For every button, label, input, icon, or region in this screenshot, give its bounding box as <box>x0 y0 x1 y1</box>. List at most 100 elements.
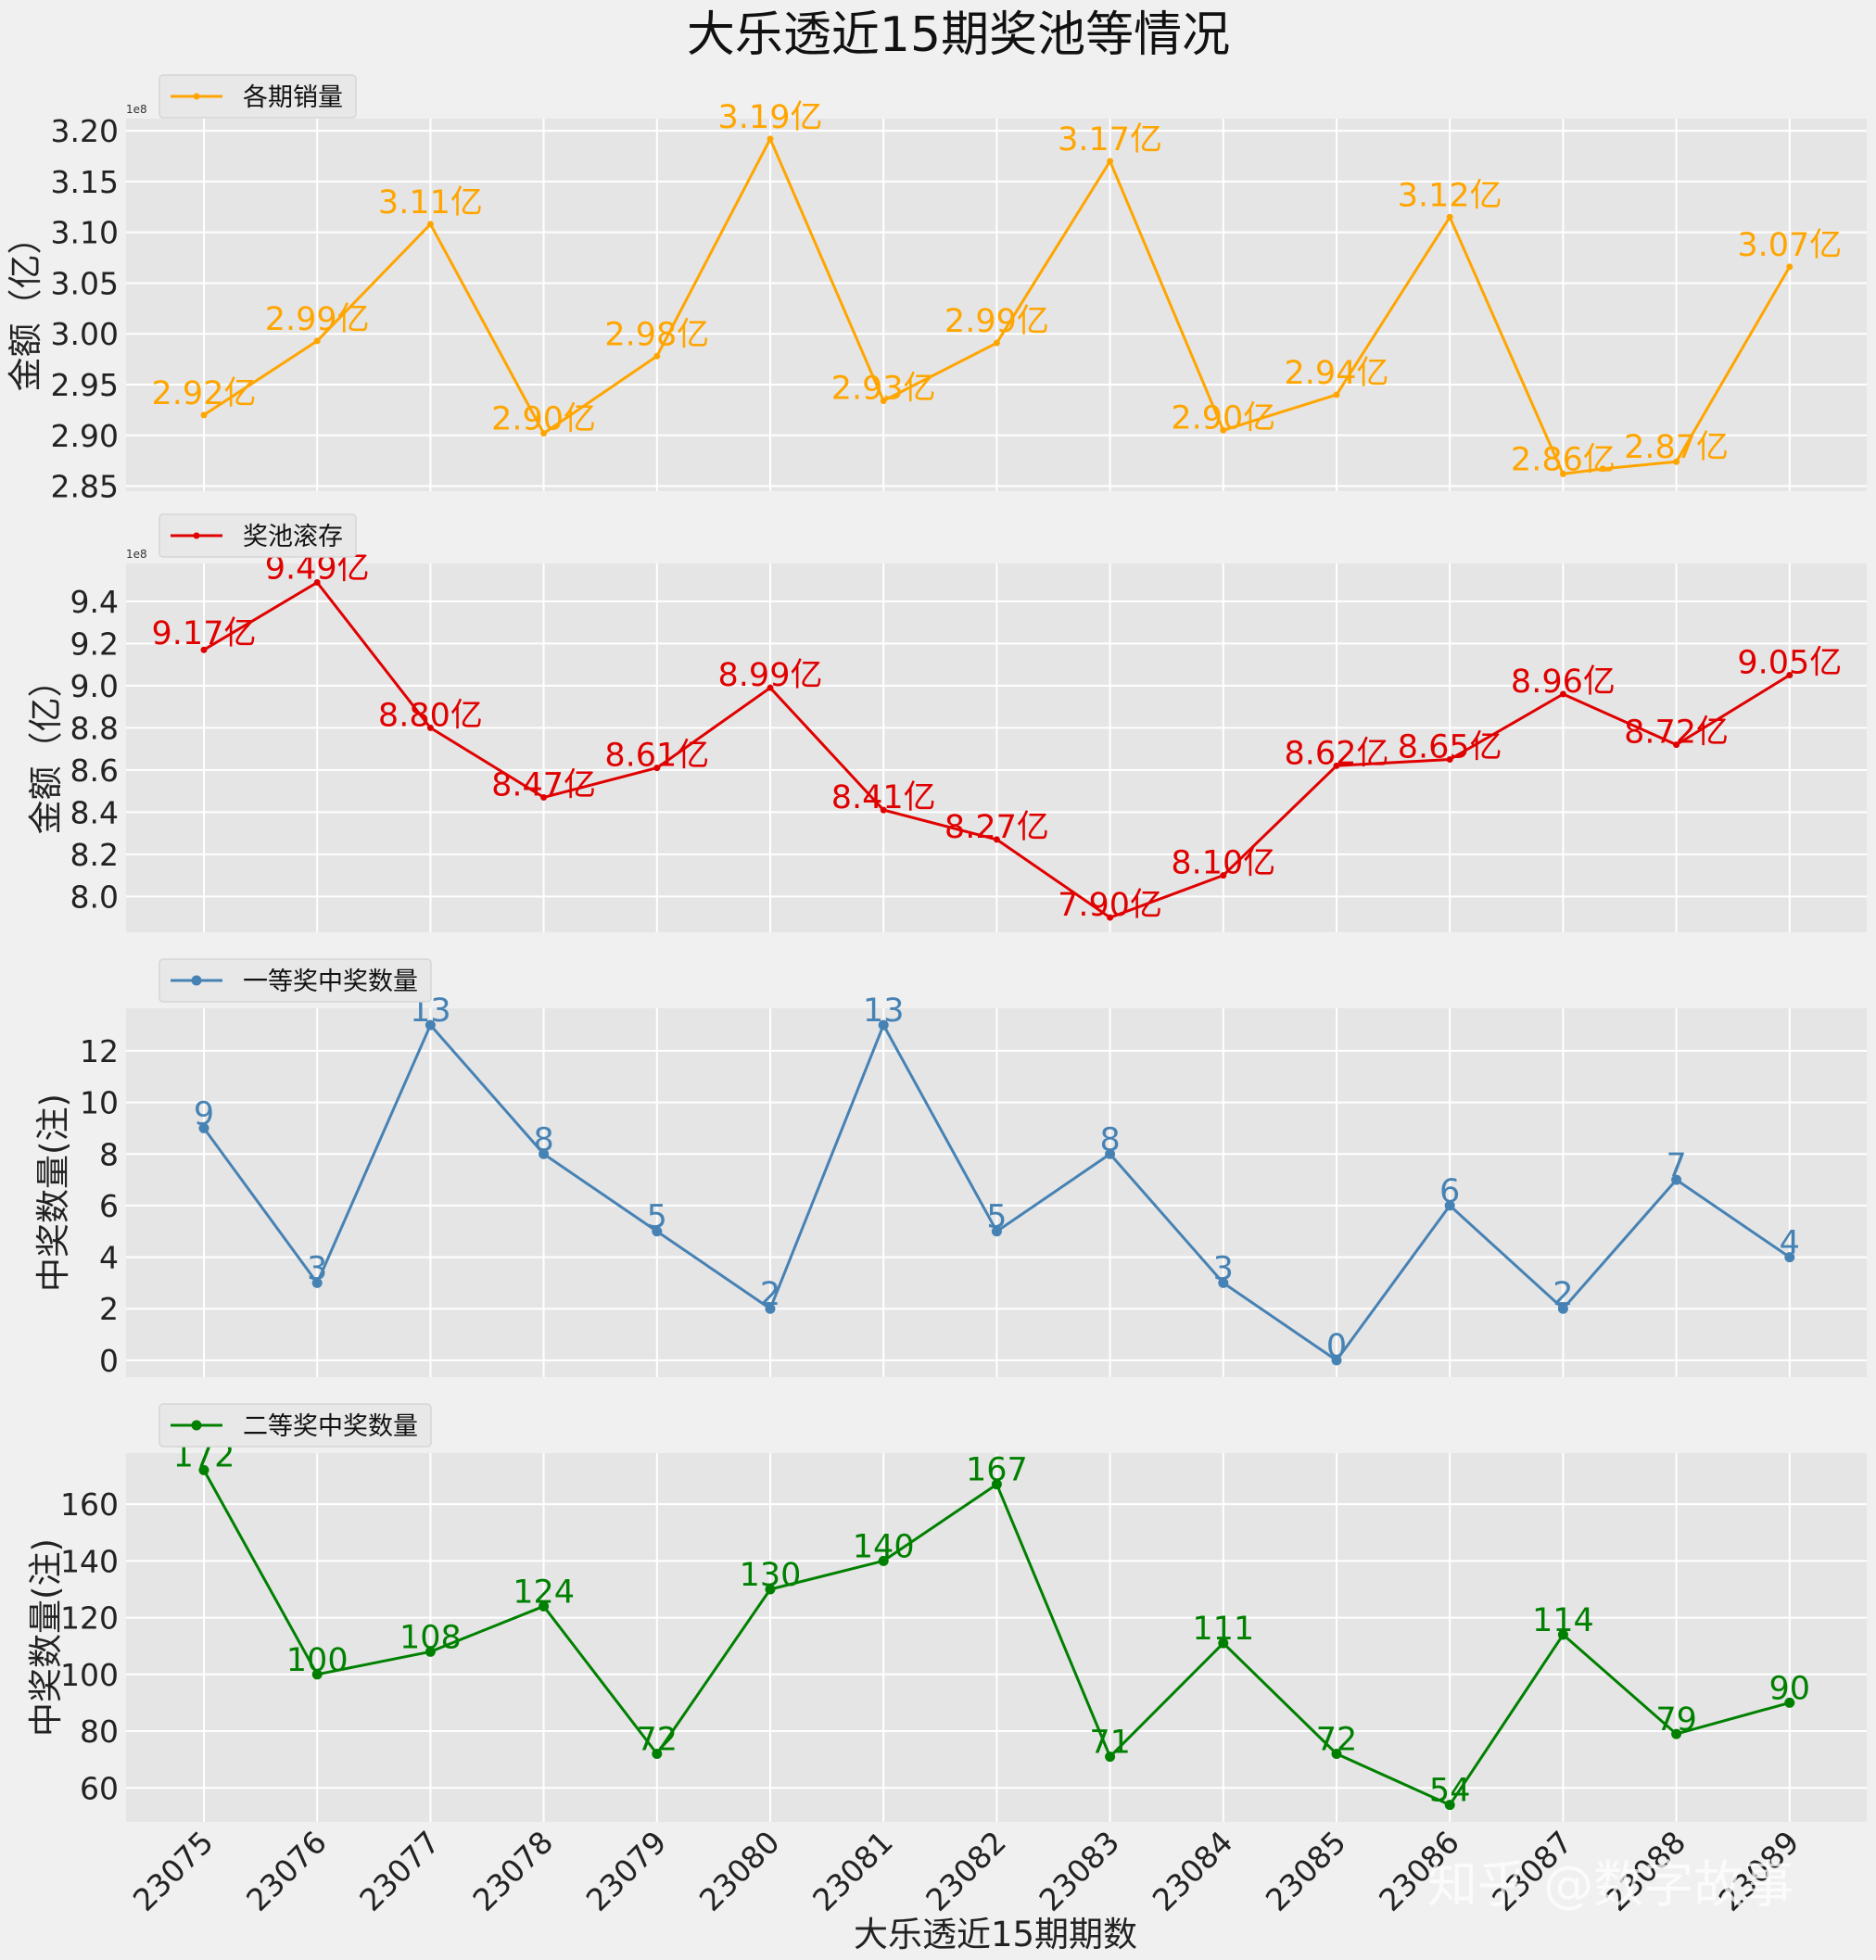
data-point <box>540 430 548 437</box>
data-point <box>1331 1355 1342 1366</box>
data-label: 8.61亿 <box>604 738 709 775</box>
data-point <box>765 1303 776 1314</box>
data-label: 4 <box>1780 1225 1800 1262</box>
data-point <box>1107 914 1114 921</box>
panel-1: 2.85 2.90 2.95 3.00 3.05 3.10 3.15 3.20 1e8 金额（亿）… <box>6 74 1867 505</box>
data-label: 9.17亿 <box>152 615 257 652</box>
y-axis-label: 金额（亿） <box>26 664 66 835</box>
data-label: 3.11亿 <box>378 184 483 221</box>
y-tick-label: 10 <box>80 1085 119 1121</box>
y-tick-label: 100 <box>60 1657 119 1693</box>
data-label: 3.19亿 <box>718 99 823 136</box>
y-tick-label: 8 <box>99 1136 119 1172</box>
data-label: 2 <box>1553 1276 1573 1313</box>
data-point <box>1105 1148 1116 1159</box>
data-label: 7.90亿 <box>1058 887 1162 924</box>
y-tick-label: 2.95 <box>51 367 119 403</box>
data-label: 8.10亿 <box>1171 845 1275 882</box>
data-label: 72 <box>637 1722 678 1759</box>
data-label: 8.65亿 <box>1398 729 1502 766</box>
y-axis-label: 金额（亿） <box>6 221 45 392</box>
data-label: 8 <box>533 1121 553 1158</box>
data-point <box>880 398 887 405</box>
x-axis-label: 大乐透近15期期数 <box>854 1915 1137 1954</box>
data-label: 71 <box>1089 1725 1131 1762</box>
data-label: 140 <box>853 1528 915 1565</box>
y-axis-label: 中奖数量(注) <box>26 1538 66 1737</box>
y-tick-label: 8.2 <box>70 837 119 873</box>
data-point <box>539 1148 550 1159</box>
data-point <box>765 1584 776 1595</box>
data-point <box>311 1669 323 1680</box>
data-point <box>1671 1174 1682 1185</box>
data-label: 72 <box>1316 1722 1358 1759</box>
panels: 2.85 2.90 2.95 3.00 3.05 3.10 3.15 3.20 1e8 金额（亿）… <box>6 74 1867 1918</box>
data-label: 54 <box>1429 1773 1471 1810</box>
y-tick-label: 8.8 <box>70 710 119 746</box>
legend-label: 一等奖中奖数量 <box>243 967 418 996</box>
data-point <box>1786 672 1794 679</box>
data-label: 3 <box>1213 1250 1234 1287</box>
data-label: 3.07亿 <box>1737 227 1842 264</box>
data-label: 3 <box>307 1250 327 1287</box>
data-point <box>878 1019 889 1031</box>
data-label: 2.99亿 <box>944 303 1049 340</box>
data-point <box>1220 872 1227 879</box>
panel-2: 8.08.28.48.68.89.09.29.41e8金额（亿）9.17亿9.4… <box>26 513 1867 932</box>
data-point <box>1220 426 1227 434</box>
watermark: 知乎 @数字故事 <box>1427 1855 1794 1914</box>
y-tick-label: 12 <box>80 1033 119 1069</box>
data-label: 6 <box>1439 1173 1460 1210</box>
data-point <box>1673 458 1680 465</box>
y-tick-label: 160 <box>60 1486 119 1523</box>
series-line <box>203 137 1792 475</box>
data-label: 2.93亿 <box>831 371 936 408</box>
legend-box <box>158 958 432 1003</box>
y-tick-label: 2.90 <box>51 418 119 454</box>
y-tick-label: 6 <box>99 1188 119 1224</box>
data-point <box>1333 391 1340 398</box>
legend-1: 各期销量 <box>158 74 357 119</box>
data-label: 2.92亿 <box>152 375 257 412</box>
data-point <box>539 1600 550 1612</box>
y-tick-label: 0 <box>99 1343 119 1379</box>
data-label: 79 <box>1655 1701 1697 1739</box>
y-tick-label: 3.15 <box>51 164 119 200</box>
y-tick-label: 9.0 <box>70 668 119 704</box>
data-label: 8.72亿 <box>1624 714 1729 752</box>
data-label: 8.41亿 <box>831 779 936 816</box>
legend-label: 各期销量 <box>243 83 343 112</box>
legend-3: 一等奖中奖数量 <box>158 958 432 1003</box>
data-point <box>198 1464 209 1475</box>
data-point <box>1107 158 1114 165</box>
y-tick-label: 120 <box>60 1600 119 1637</box>
data-point <box>1673 741 1680 749</box>
data-point <box>880 806 887 814</box>
data-point <box>1218 1638 1229 1649</box>
data-point <box>991 1479 1002 1490</box>
y-tick-label: 8.6 <box>70 752 119 789</box>
y-tick-label: 2 <box>99 1291 119 1327</box>
data-point <box>313 578 321 586</box>
data-point <box>1557 1629 1568 1640</box>
data-label: 2.90亿 <box>491 401 596 438</box>
data-point <box>652 1749 663 1760</box>
legend-box <box>158 513 357 558</box>
data-point <box>1444 1800 1455 1811</box>
data-point <box>653 765 661 772</box>
data-label: 8.80亿 <box>378 697 483 734</box>
y-offset-text: 1e8 <box>126 103 147 116</box>
y-offset-text: 1e8 <box>126 548 147 561</box>
data-point <box>878 1555 889 1566</box>
legend-4: 二等奖中奖数量 <box>158 1403 432 1448</box>
legend-marker <box>193 93 200 100</box>
data-label: 8.62亿 <box>1285 735 1389 772</box>
data-label: 2.86亿 <box>1511 441 1616 478</box>
y-tick-label: 60 <box>80 1770 119 1806</box>
data-point <box>425 1646 436 1657</box>
legend-label: 奖池滚存 <box>243 523 343 551</box>
data-point <box>425 1019 436 1031</box>
data-point <box>426 221 434 228</box>
